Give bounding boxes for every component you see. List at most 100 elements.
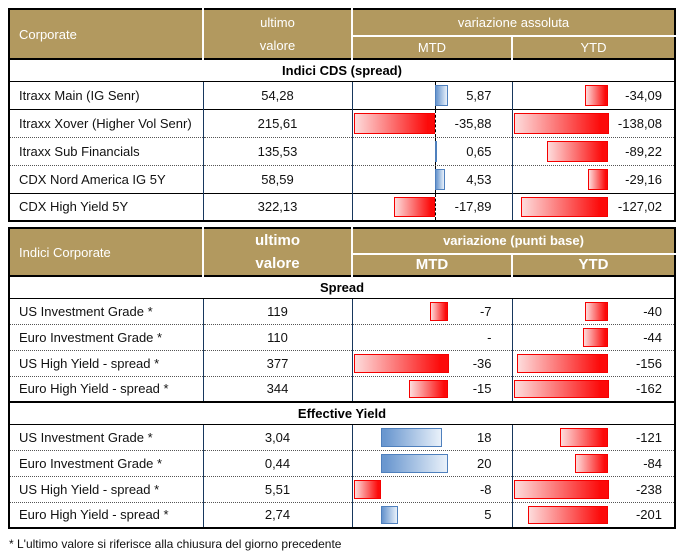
ytd-bar-cell: -40 xyxy=(512,298,675,324)
table2-variation-group-header: variazione (punti base) xyxy=(351,228,675,254)
ytd-value: -121 xyxy=(635,429,662,445)
bar-zone xyxy=(514,194,609,221)
ytd-bar-cell: -44 xyxy=(512,323,675,350)
bar-zone xyxy=(354,503,449,528)
bar-zone xyxy=(354,425,449,450)
ytd-bar-cell: -84 xyxy=(512,449,675,476)
bar-zone xyxy=(514,503,609,528)
table-row: Itraxx Main (IG Senr) 54,28 5,87 -34,09 xyxy=(9,81,675,109)
bar-zone xyxy=(354,81,449,109)
value-cell: 135,53 xyxy=(203,136,353,165)
valore-label: valore xyxy=(259,38,296,53)
bar-zone xyxy=(514,299,609,324)
data-bar xyxy=(513,112,609,134)
bar-zone xyxy=(353,351,449,376)
data-bar xyxy=(435,140,438,162)
value-cell: 215,61 xyxy=(203,108,353,137)
value-cell: 5,51 xyxy=(203,475,353,502)
value-cell: 54,28 xyxy=(203,81,353,109)
bar-zone xyxy=(514,351,609,376)
data-bar xyxy=(588,168,609,190)
data-bar xyxy=(585,84,609,106)
mtd-value: -15 xyxy=(472,381,492,397)
data-bar xyxy=(582,327,609,347)
value-cell: 119 xyxy=(203,298,353,324)
ytd-bar-cell: -127,02 xyxy=(512,192,676,221)
table2-corner-label: Indici Corporate xyxy=(9,228,203,276)
ytd-value: -238 xyxy=(635,481,662,497)
ytd-bar-cell: -29,16 xyxy=(512,164,676,193)
mtd-bar-cell: 5,87 xyxy=(352,81,513,109)
data-bar xyxy=(353,353,449,373)
mtd-value: -8 xyxy=(479,481,492,497)
mtd-value: - xyxy=(487,329,492,345)
value-cell: 2,74 xyxy=(203,501,353,528)
bar-zone xyxy=(513,377,609,402)
row-label: Euro Investment Grade * xyxy=(9,449,204,476)
data-bar xyxy=(585,301,609,321)
section-row-spread: Spread xyxy=(9,275,675,299)
value-cell: 58,59 xyxy=(203,164,353,193)
ytd-bar-cell: -138,08 xyxy=(512,108,676,137)
data-bar xyxy=(430,301,449,321)
bar-zone xyxy=(513,477,609,502)
section-title: Effective Yield xyxy=(9,401,675,425)
value-cell: 3,04 xyxy=(203,424,353,450)
data-bar xyxy=(513,379,609,398)
zero-axis-line xyxy=(435,109,437,137)
ytd-value: -89,22 xyxy=(625,143,663,159)
ytd-value: -29,16 xyxy=(625,171,663,187)
row-label: Euro High Yield - spread * xyxy=(9,375,204,402)
data-bar xyxy=(380,453,449,473)
section-row-indici-cds: Indici CDS (spread) xyxy=(9,58,676,82)
row-label: US High Yield - spread * xyxy=(9,475,204,502)
mtd-bar-cell: -15 xyxy=(352,375,513,402)
table2-mtd-header: MTD xyxy=(351,252,512,276)
table1-ultimo-valore-header: ultimo valore xyxy=(202,9,352,59)
table-row: Euro Investment Grade * 0,44 20 -84 xyxy=(9,449,675,476)
ytd-value: -40 xyxy=(643,303,662,319)
section-row-effective-yield: Effective Yield xyxy=(9,401,675,425)
mtd-value: -36 xyxy=(472,355,492,371)
mtd-bar-cell: -7 xyxy=(352,298,513,324)
ytd-bar-cell: -34,09 xyxy=(512,81,675,109)
ytd-value: -44 xyxy=(643,329,662,345)
section-title: Indici CDS (spread) xyxy=(9,58,676,82)
mtd-bar-cell: -8 xyxy=(352,475,513,502)
table-row: US High Yield - spread * 5,51 -8 -238 xyxy=(9,475,675,502)
mtd-bar-cell: 20 xyxy=(352,449,513,476)
row-label: Itraxx Main (IG Senr) xyxy=(9,81,204,109)
table-row: Euro High Yield - spread * 2,74 5 -201 xyxy=(9,501,675,528)
ytd-bar-cell: -121 xyxy=(512,424,675,450)
table1-corner-label: Corporate xyxy=(9,9,203,59)
table-row: CDX Nord America IG 5Y 58,59 4,53 -29,16 xyxy=(9,164,676,193)
table1-mtd-header: MTD xyxy=(351,35,512,59)
mtd-value: -17,89 xyxy=(454,199,492,215)
table-row: CDX High Yield 5Y 322,13 -17,89 -127,02 xyxy=(9,192,676,221)
mtd-bar-cell: -36 xyxy=(352,349,513,376)
data-bar xyxy=(528,505,609,524)
mtd-value: 18 xyxy=(477,429,492,445)
ytd-bar-cell: -156 xyxy=(512,349,675,376)
data-bar xyxy=(435,168,446,190)
mtd-value: 5,87 xyxy=(466,87,492,103)
row-label: US Investment Grade * xyxy=(9,424,204,450)
value-cell: 0,44 xyxy=(203,449,353,476)
mtd-value: 0,65 xyxy=(466,143,492,159)
ytd-bar-cell: -162 xyxy=(512,375,675,402)
mtd-bar-cell: 4,53 xyxy=(352,164,513,193)
ytd-bar-cell: -238 xyxy=(512,475,675,502)
value-cell: 344 xyxy=(203,375,353,402)
row-label: CDX Nord America IG 5Y xyxy=(9,164,204,193)
mtd-value: 5 xyxy=(484,507,492,523)
ytd-value: -127,02 xyxy=(617,199,663,215)
bar-zone xyxy=(514,166,609,193)
bar-zone xyxy=(513,110,609,137)
data-bar xyxy=(380,505,398,524)
bar-zone xyxy=(354,325,449,350)
bar-zone xyxy=(514,451,609,476)
data-bar xyxy=(353,112,436,134)
data-bar xyxy=(560,427,609,447)
mtd-value: -35,88 xyxy=(454,115,492,131)
